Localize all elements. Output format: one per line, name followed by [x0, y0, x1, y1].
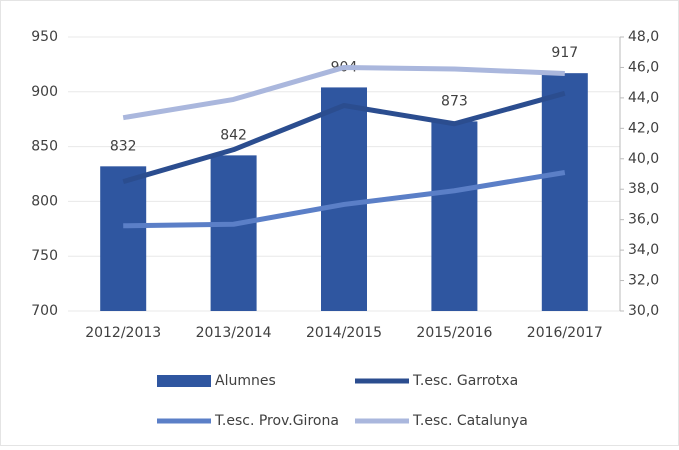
legend-label: T.esc. Garrotxa — [412, 373, 518, 389]
x-tick-label: 2014/2015 — [306, 325, 382, 341]
y2-tick-label: 30,0 — [628, 303, 659, 319]
y-tick-label: 850 — [31, 139, 58, 155]
y2-tick-label: 40,0 — [628, 151, 659, 167]
y-tick-label: 700 — [31, 303, 58, 319]
bar — [431, 121, 478, 311]
x-tick-label: 2013/2014 — [196, 325, 272, 341]
line — [122, 64, 565, 121]
bar — [321, 87, 367, 311]
y2-tick-label: 32,0 — [628, 273, 659, 289]
bar-value-label: 842 — [220, 127, 247, 143]
y2-tick-label: 46,0 — [628, 59, 659, 75]
x-tick-label: 2015/2016 — [416, 325, 492, 341]
y-tick-label: 800 — [31, 193, 58, 209]
bar-value-label: 873 — [441, 93, 468, 109]
bar-value-label: 832 — [110, 138, 137, 154]
y2-tick-label: 42,0 — [628, 120, 659, 136]
legend-label: T.esc. Catalunya — [412, 413, 528, 429]
legend-label: T.esc. Prov.Girona — [214, 413, 339, 429]
y-tick-label: 900 — [31, 84, 58, 100]
line — [122, 90, 566, 185]
line — [123, 170, 566, 229]
bar-value-label: 917 — [551, 45, 578, 61]
y-tick-label: 750 — [31, 248, 58, 264]
legend-label: Alumnes — [215, 373, 276, 389]
bar — [541, 73, 588, 311]
y-tick-label: 950 — [31, 29, 58, 45]
y2-tick-label: 36,0 — [628, 212, 659, 228]
y2-tick-label: 44,0 — [628, 90, 659, 106]
bar — [100, 166, 147, 311]
y2-tick-label: 48,0 — [628, 29, 659, 45]
y2-tick-label: 34,0 — [628, 242, 659, 258]
x-tick-label: 2016/2017 — [527, 325, 603, 341]
bar — [210, 155, 257, 311]
x-tick-label: 2012/2013 — [85, 325, 161, 341]
y2-tick-label: 38,0 — [628, 181, 659, 197]
legend-swatch — [157, 375, 211, 387]
